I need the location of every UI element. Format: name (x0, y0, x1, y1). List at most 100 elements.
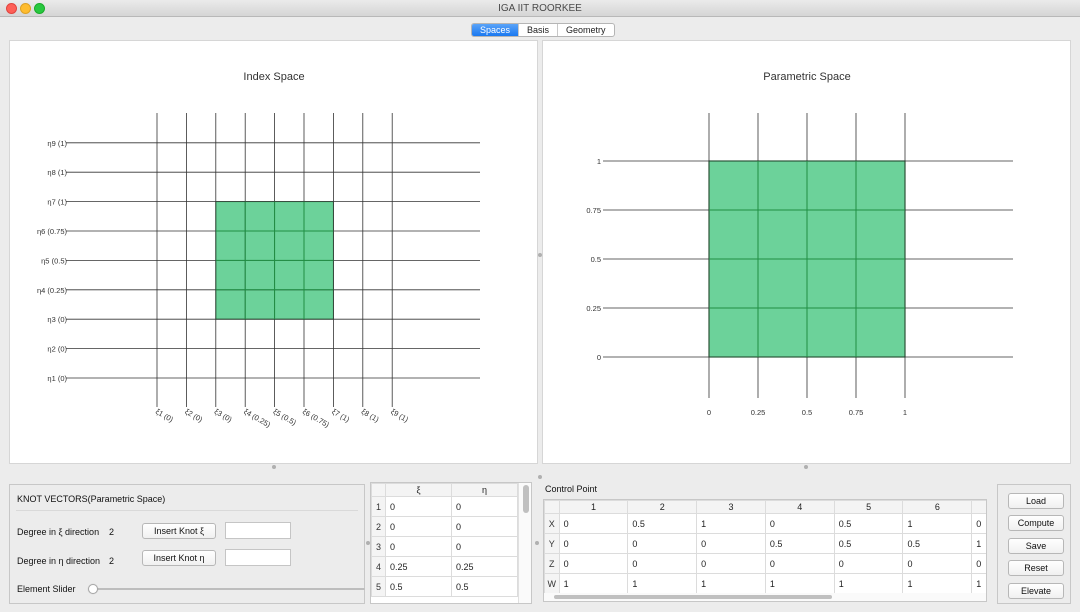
insert-knot-xi-input[interactable] (225, 522, 291, 539)
row-header[interactable]: 5 (371, 576, 386, 597)
table-cell[interactable]: 0 (971, 553, 986, 574)
knot-vectors-panel: KNOT VECTORS(Parametric Space) Degree in… (9, 484, 365, 604)
right-horizontal-splitter-handle[interactable] (804, 465, 808, 469)
table-cell[interactable]: 1 (902, 513, 973, 534)
table-cell[interactable]: 0.5 (764, 533, 835, 554)
table-cell[interactable]: 0 (764, 513, 835, 534)
elevate-button[interactable]: Elevate (1008, 583, 1064, 599)
table-cell[interactable]: 0.5 (833, 533, 904, 554)
index-space-title: Index Space (243, 71, 304, 83)
table-cell[interactable]: 1 (833, 573, 904, 594)
table-cell[interactable]: 0 (764, 553, 835, 574)
table-cell[interactable]: 0 (558, 513, 629, 534)
insert-knot-xi-button[interactable]: Insert Knot ξ (142, 523, 216, 539)
column-header[interactable]: 5 (833, 500, 904, 514)
insert-knot-eta-button[interactable]: Insert Knot η (142, 550, 216, 566)
knot-table-splitter-handle[interactable] (366, 541, 370, 545)
xi-cell[interactable]: 0 (385, 496, 452, 517)
scrollbar-thumb[interactable] (554, 595, 832, 599)
vertical-splitter-handle[interactable] (538, 253, 542, 257)
table-cell[interactable]: 0 (627, 533, 698, 554)
eta-tick-label: η6 (0.75) (37, 227, 68, 236)
row-header[interactable]: 3 (371, 536, 386, 557)
scrollbar-thumb[interactable] (523, 485, 529, 513)
tab-basis[interactable]: Basis (518, 24, 557, 36)
element-slider-track[interactable] (93, 588, 365, 590)
knot-table: ξ η 1 0 0 2 0 0 3 0 0 4 0.25 0.25 5 0.5 … (371, 483, 518, 597)
tab-spaces[interactable]: Spaces (472, 24, 519, 36)
table-corner (371, 483, 386, 497)
table-cell[interactable]: 0.5 (902, 533, 973, 554)
eta-tick-label: η3 (0) (47, 315, 67, 324)
table-cell[interactable]: 1 (902, 573, 973, 594)
table-cell[interactable]: 0 (696, 553, 766, 574)
divider (16, 510, 358, 511)
column-header[interactable]: 6 (902, 500, 973, 514)
knot-table-scrollbar[interactable] (518, 483, 531, 603)
xi-cell[interactable]: 0.5 (385, 576, 452, 597)
zoom-window-button[interactable] (34, 3, 45, 14)
knot-table-panel: ξ η 1 0 0 2 0 0 3 0 0 4 0.25 0.25 5 0.5 … (370, 482, 532, 604)
eta-tick-label: η2 (0) (47, 345, 67, 354)
close-window-button[interactable] (6, 3, 17, 14)
table-cell[interactable]: 0.5 (627, 513, 698, 534)
x-tick-label: 0.5 (802, 408, 812, 417)
table-cell[interactable]: 0 (627, 553, 698, 574)
table-cell[interactable]: 0 (833, 553, 904, 574)
xi-degree-value: 2 (109, 527, 115, 537)
control-point-horizontal-scrollbar[interactable] (544, 593, 986, 601)
save-button[interactable]: Save (1008, 538, 1064, 554)
x-tick-label: 0.25 (751, 408, 766, 417)
table-cell[interactable]: 0 (971, 513, 986, 534)
element-slider-knob[interactable] (88, 584, 98, 594)
eta-cell[interactable]: 0.25 (451, 556, 518, 577)
table-cell[interactable]: 1 (696, 573, 766, 594)
xi-column-header[interactable]: ξ (385, 483, 452, 497)
table-cell[interactable]: 1 (764, 573, 835, 594)
column-header[interactable]: 1 (558, 500, 629, 514)
center-splitter-handle[interactable] (538, 475, 542, 479)
eta-column-header[interactable]: η (451, 483, 518, 497)
compute-button[interactable]: Compute (1008, 515, 1064, 531)
table-cell[interactable]: 1 (971, 533, 986, 554)
table-cell[interactable]: 1 (627, 573, 698, 594)
row-header[interactable]: Z (544, 553, 560, 574)
xi-tick-label: ξ5 (0.5) (272, 407, 299, 428)
eta-cell[interactable]: 0 (451, 496, 518, 517)
column-header[interactable]: 2 (627, 500, 698, 514)
eta-cell[interactable]: 0 (451, 516, 518, 537)
row-header[interactable]: W (544, 573, 560, 594)
table-cell[interactable]: 1 (558, 573, 629, 594)
column-header[interactable]: 4 (764, 500, 835, 514)
column-header[interactable] (971, 500, 986, 514)
table-cell[interactable]: 0 (558, 553, 629, 574)
row-header[interactable]: 2 (371, 516, 386, 537)
eta-cell[interactable]: 0.5 (451, 576, 518, 597)
xi-cell[interactable]: 0 (385, 536, 452, 557)
table-cell[interactable]: 0 (558, 533, 629, 554)
xi-cell[interactable]: 0.25 (385, 556, 452, 577)
table-cell[interactable]: 1 (696, 513, 766, 534)
eta-cell[interactable]: 0 (451, 536, 518, 557)
table-cell[interactable]: 0.5 (833, 513, 904, 534)
column-header[interactable]: 3 (696, 500, 766, 514)
control-point-splitter-handle[interactable] (535, 541, 539, 545)
row-header[interactable]: X (544, 513, 560, 534)
insert-knot-eta-input[interactable] (225, 549, 291, 566)
table-cell[interactable]: 0 (902, 553, 973, 574)
minimize-window-button[interactable] (20, 3, 31, 14)
left-horizontal-splitter-handle[interactable] (272, 465, 276, 469)
row-header[interactable]: 4 (371, 556, 386, 577)
table-row: 5 0.5 0.5 (371, 576, 518, 597)
row-header[interactable]: Y (544, 533, 560, 554)
load-button[interactable]: Load (1008, 493, 1064, 509)
reset-button[interactable]: Reset (1008, 560, 1064, 576)
y-tick-label: 0.75 (586, 206, 601, 215)
table-cell[interactable]: 0 (696, 533, 766, 554)
window-title: IGA IIT ROORKEE (498, 3, 582, 14)
table-cell[interactable]: 1 (971, 573, 986, 594)
control-point-heading: Control Point (545, 484, 598, 494)
xi-cell[interactable]: 0 (385, 516, 452, 537)
tab-geometry[interactable]: Geometry (557, 24, 614, 36)
row-header[interactable]: 1 (371, 496, 386, 517)
